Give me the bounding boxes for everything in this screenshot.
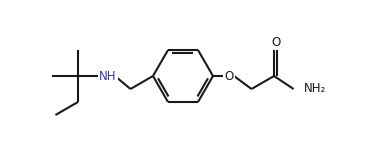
Text: NH₂: NH₂ bbox=[303, 82, 326, 95]
Text: O: O bbox=[272, 36, 281, 49]
Text: NH: NH bbox=[99, 70, 117, 82]
Text: O: O bbox=[224, 70, 234, 82]
